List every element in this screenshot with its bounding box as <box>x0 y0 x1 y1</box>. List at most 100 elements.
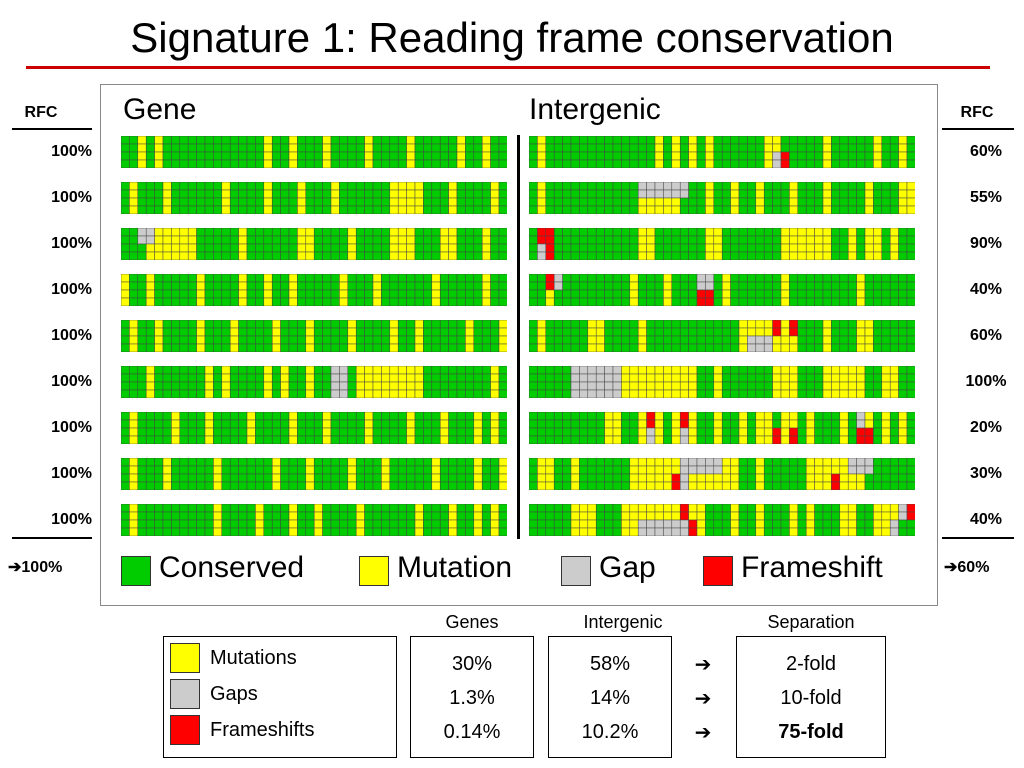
alignment-cell <box>271 527 281 537</box>
alignment-cell <box>187 343 197 353</box>
alignment-cell <box>873 135 883 145</box>
alignment-cell <box>297 189 307 199</box>
alignment-cell <box>621 273 631 283</box>
alignment-cell <box>688 135 698 145</box>
alignment-cell <box>330 419 340 429</box>
alignment-cell <box>439 181 449 191</box>
alignment-cell <box>730 281 740 291</box>
alignment-cell <box>789 503 799 513</box>
alignment-cell <box>288 297 298 307</box>
alignment-cell <box>646 243 656 253</box>
alignment-cell <box>797 427 807 437</box>
alignment-cell <box>570 243 580 253</box>
alignment-cell <box>187 189 197 199</box>
alignment-cell <box>271 465 281 475</box>
alignment-cell <box>431 297 441 307</box>
alignment-cell <box>397 373 407 383</box>
alignment-cell <box>397 365 407 375</box>
alignment-cell <box>339 181 349 191</box>
alignment-cell <box>570 273 580 283</box>
alignment-cell <box>465 373 475 383</box>
gene-alignment-row <box>120 227 508 261</box>
alignment-cell <box>528 527 538 537</box>
alignment-cell <box>389 251 399 261</box>
alignment-cell <box>204 527 214 537</box>
alignment-cell <box>721 273 731 283</box>
alignment-cell <box>288 289 298 299</box>
alignment-cell <box>772 389 782 399</box>
alignment-cell <box>490 297 500 307</box>
alignment-cell <box>196 235 206 245</box>
rfc-value: 100% <box>51 511 92 528</box>
alignment-cell <box>246 319 256 329</box>
alignment-cell <box>747 381 757 391</box>
alignment-cell <box>646 365 656 375</box>
alignment-cell <box>663 343 673 353</box>
alignment-cell <box>431 273 441 283</box>
alignment-cell <box>856 503 866 513</box>
alignment-cell <box>322 503 332 513</box>
alignment-cell <box>679 481 689 491</box>
alignment-cell <box>221 227 231 237</box>
alignment-cell <box>873 503 883 513</box>
alignment-cell <box>629 289 639 299</box>
alignment-cell <box>553 473 563 483</box>
alignment-cell <box>120 251 130 261</box>
alignment-cell <box>137 205 147 215</box>
alignment-cell <box>898 527 908 537</box>
intergenic-alignment-row-grid <box>528 319 916 353</box>
alignment-cell <box>213 419 223 429</box>
alignment-cell <box>330 335 340 345</box>
alignment-cell <box>179 319 189 329</box>
alignment-cell <box>465 335 475 345</box>
alignment-cell <box>713 365 723 375</box>
alignment-cell <box>339 197 349 207</box>
alignment-cell <box>789 197 799 207</box>
alignment-cell <box>196 243 206 253</box>
alignment-cell <box>481 189 491 199</box>
alignment-cell <box>297 465 307 475</box>
alignment-cell <box>889 511 899 521</box>
alignment-cell <box>322 159 332 169</box>
alignment-cell <box>196 159 206 169</box>
alignment-cell <box>629 297 639 307</box>
alignment-cell <box>789 205 799 215</box>
alignment-cell <box>570 511 580 521</box>
alignment-cell <box>137 197 147 207</box>
alignment-cell <box>339 373 349 383</box>
alignment-cell <box>456 197 466 207</box>
alignment-cell <box>654 465 664 475</box>
alignment-cell <box>713 327 723 337</box>
alignment-cell <box>663 381 673 391</box>
alignment-cell <box>448 151 458 161</box>
alignment-cell <box>397 243 407 253</box>
alignment-cell <box>595 435 605 445</box>
alignment-cell <box>498 519 508 529</box>
alignment-cell <box>847 189 857 199</box>
alignment-cell <box>595 281 605 291</box>
alignment-cell <box>187 511 197 521</box>
alignment-cell <box>738 511 748 521</box>
alignment-cell <box>612 281 622 291</box>
alignment-cell <box>213 335 223 345</box>
alignment-cell <box>763 481 773 491</box>
alignment-cell <box>288 419 298 429</box>
alignment-cell <box>154 327 164 337</box>
alignment-cell <box>498 297 508 307</box>
alignment-cell <box>431 365 441 375</box>
alignment-cell <box>238 389 248 399</box>
alignment-cell <box>137 151 147 161</box>
alignment-cell <box>297 343 307 353</box>
alignment-cell <box>604 419 614 429</box>
alignment-cell <box>839 389 849 399</box>
alignment-cell <box>721 243 731 253</box>
alignment-cell <box>637 235 647 245</box>
alignment-cell <box>713 427 723 437</box>
alignment-cell <box>873 251 883 261</box>
alignment-cell <box>339 189 349 199</box>
alignment-cell <box>646 227 656 237</box>
alignment-cell <box>397 335 407 345</box>
alignment-cell <box>145 435 155 445</box>
alignment-cell <box>288 427 298 437</box>
alignment-cell <box>288 319 298 329</box>
